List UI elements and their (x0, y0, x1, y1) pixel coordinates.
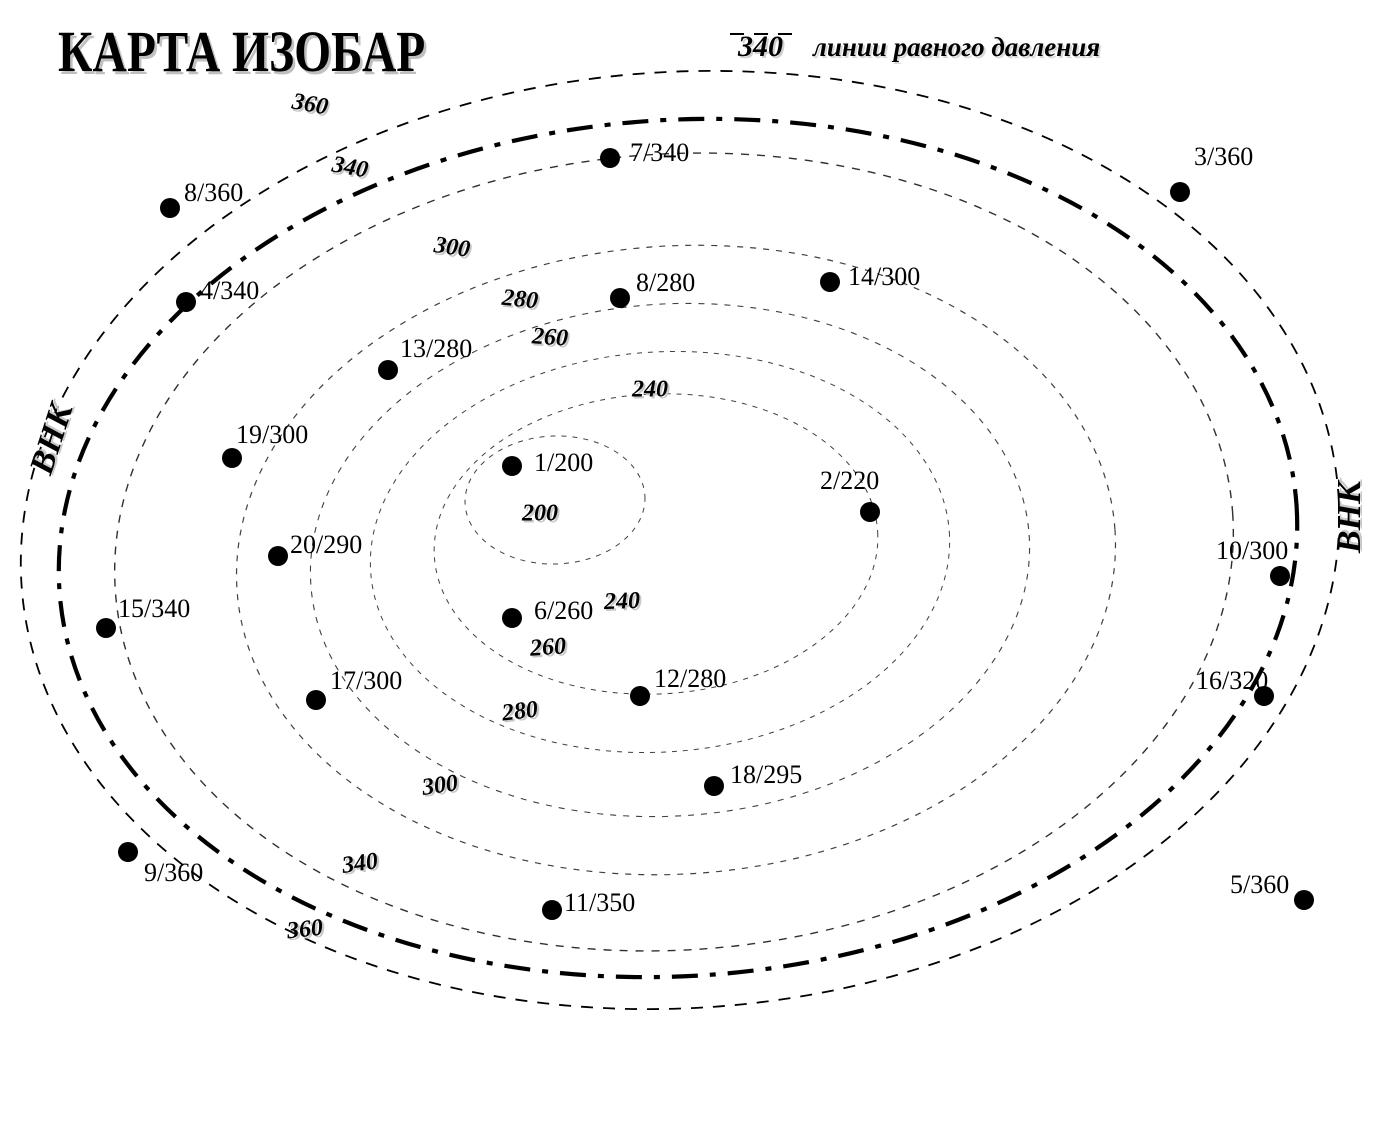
well-pressure: 220 (840, 466, 879, 495)
vnk-label: ВНК (1331, 481, 1369, 553)
isobar-value-label: 260 (531, 323, 569, 352)
well-pressure: 300 (1249, 536, 1288, 565)
isobar-value-label: 360 (286, 915, 325, 946)
well-pressure: 350 (596, 888, 635, 917)
well-id: 11 (564, 888, 589, 917)
well-id: 8 (184, 178, 197, 207)
well-id: 10 (1216, 536, 1242, 565)
well-label: 1/200 (534, 448, 593, 478)
isobar-value-label: 260 (529, 633, 567, 662)
well-pressure: 290 (323, 530, 362, 559)
well-point (610, 288, 630, 308)
well-id: 5 (1230, 870, 1243, 899)
well-label: 7/340 (630, 138, 689, 168)
isobar-value-label: 340 (340, 848, 379, 880)
well-point (600, 148, 620, 168)
well-id: 19 (236, 420, 262, 449)
well-label: 15/340 (118, 594, 190, 624)
well-id: 20 (290, 530, 316, 559)
well-label: 18/295 (730, 760, 802, 790)
well-point (860, 502, 880, 522)
well-pressure: 360 (204, 178, 243, 207)
well-point (630, 686, 650, 706)
well-point (502, 608, 522, 628)
isobar-value-label: 240 (604, 588, 641, 616)
well-label: 14/300 (848, 262, 920, 292)
well-pressure: 360 (1214, 142, 1253, 171)
well-pressure: 295 (763, 760, 802, 789)
well-label: 19/300 (236, 420, 308, 450)
well-label: 6/260 (534, 596, 593, 626)
well-point (176, 292, 196, 312)
well-pressure: 340 (151, 594, 190, 623)
well-point (704, 776, 724, 796)
well-id: 4 (200, 276, 213, 305)
well-label: 4/340 (200, 276, 259, 306)
isobar-value-label: 280 (501, 285, 540, 316)
well-id: 2 (820, 466, 833, 495)
well-point (378, 360, 398, 380)
well-pressure: 200 (554, 448, 593, 477)
well-id: 8 (636, 268, 649, 297)
well-point (96, 618, 116, 638)
well-id: 9 (144, 858, 157, 887)
well-label: 20/290 (290, 530, 362, 560)
well-label: 16/320 (1196, 666, 1268, 696)
well-label: 8/360 (184, 178, 243, 208)
well-point (222, 448, 242, 468)
well-pressure: 260 (554, 596, 593, 625)
well-pressure: 340 (220, 276, 259, 305)
well-label: 12/280 (654, 664, 726, 694)
well-point (820, 272, 840, 292)
well-pressure: 280 (687, 664, 726, 693)
well-point (542, 900, 562, 920)
well-pressure: 300 (881, 262, 920, 291)
well-label: 17/300 (330, 666, 402, 696)
well-pressure: 360 (1250, 870, 1289, 899)
well-label: 3/360 (1194, 142, 1253, 172)
well-point (160, 198, 180, 218)
isobar-value-label: 240 (632, 377, 668, 404)
well-label: 2/220 (820, 466, 879, 496)
well-pressure: 280 (433, 334, 472, 363)
well-label: 5/360 (1230, 870, 1289, 900)
well-pressure: 280 (656, 268, 695, 297)
well-label: 8/280 (636, 268, 695, 298)
legend-text: линии равного давления (813, 32, 1100, 63)
well-id: 15 (118, 594, 144, 623)
isobar-value-label: 200 (522, 501, 558, 528)
well-point (1170, 182, 1190, 202)
well-pressure: 320 (1229, 666, 1268, 695)
well-id: 16 (1196, 666, 1222, 695)
well-pressure: 340 (650, 138, 689, 167)
isobar-value-label: 300 (432, 232, 471, 264)
well-id: 1 (534, 448, 547, 477)
isobar-value-label: 280 (500, 696, 539, 727)
well-label: 11/350 (564, 888, 635, 918)
well-id: 14 (848, 262, 874, 291)
well-label: 9/360 (144, 858, 203, 888)
well-id: 3 (1194, 142, 1207, 171)
well-pressure: 300 (363, 666, 402, 695)
well-label: 10/300 (1216, 536, 1288, 566)
map-title: КАРТА ИЗОБАР (58, 18, 425, 85)
well-pressure: 360 (164, 858, 203, 887)
well-point (502, 456, 522, 476)
well-label: 13/280 (400, 334, 472, 364)
well-point (1270, 566, 1290, 586)
well-id: 7 (630, 138, 643, 167)
well-point (1294, 890, 1314, 910)
well-pressure: 300 (269, 420, 308, 449)
isobar-value-label: 300 (420, 770, 459, 802)
well-id: 6 (534, 596, 547, 625)
well-point (118, 842, 138, 862)
well-point (306, 690, 326, 710)
well-id: 13 (400, 334, 426, 363)
well-id: 12 (654, 664, 680, 693)
legend: 340линии равного давления (730, 30, 1100, 64)
well-point (268, 546, 288, 566)
well-id: 18 (730, 760, 756, 789)
well-id: 17 (330, 666, 356, 695)
